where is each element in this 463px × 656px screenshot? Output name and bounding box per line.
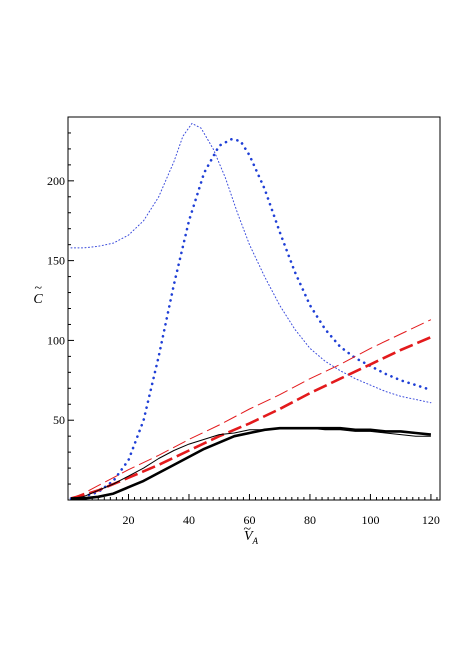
series-layer [69,122,433,500]
series-line-4 [70,336,432,500]
y-axis-label-tilde: ~ [34,281,42,296]
x-axis-label: VA [244,529,259,546]
x-tick-label: 20 [122,513,134,527]
series-line-1 [70,122,432,404]
x-tick-label: 100 [361,513,379,527]
y-axis-label: C [33,292,43,307]
x-tick-label: 40 [183,513,195,527]
x-tick-label: 60 [243,513,255,527]
series-line-3 [70,319,432,499]
series-line-6 [71,426,432,500]
labels-layer: 20 40 60 80 100 120 50 100 150 200 [47,174,440,527]
y-tick-label: 100 [47,333,65,347]
series-line-5 [70,427,431,499]
y-tick-label: 200 [47,174,65,188]
plot-frame [67,116,441,501]
y-tick-label: 50 [53,413,65,427]
x-tick-label: 80 [304,513,316,527]
x-tick-label: 120 [422,513,440,527]
ticks-layer [68,116,438,500]
y-tick-label: 150 [47,254,65,268]
x-axis-label-tilde: ~ [243,522,251,537]
series-line-2 [69,138,433,500]
